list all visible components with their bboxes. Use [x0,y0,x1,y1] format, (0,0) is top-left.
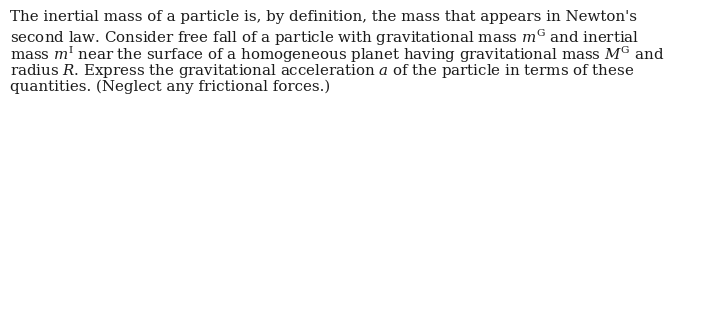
Text: quantities. (Neglect any frictional forces.): quantities. (Neglect any frictional forc… [10,80,330,94]
Text: mass $m^{\mathrm{I}}$ near the surface of a homogeneous planet having gravitatio: mass $m^{\mathrm{I}}$ near the surface o… [10,45,664,65]
Text: The inertial mass of a particle is, by definition, the mass that appears in Newt: The inertial mass of a particle is, by d… [10,10,637,24]
Text: radius $R$. Express the gravitational acceleration $a$ of the particle in terms : radius $R$. Express the gravitational ac… [10,62,634,81]
Text: second law. Consider free fall of a particle with gravitational mass $m^{\mathrm: second law. Consider free fall of a part… [10,28,639,48]
